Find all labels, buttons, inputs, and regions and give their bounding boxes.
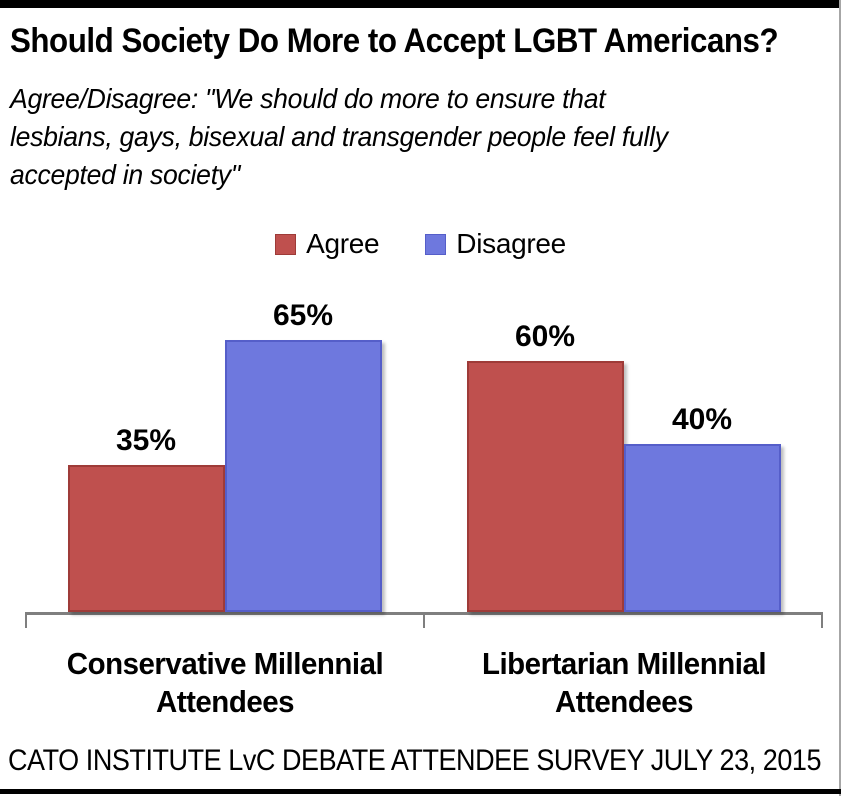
category-label-conservative-millennial-attendees: Conservative Millennial Attendees [25,645,424,721]
axis-tick [821,615,823,628]
chart-title: Should Society Do More to Accept LGBT Am… [10,22,779,60]
bottom-border [0,789,841,794]
chart-subtitle: Agree/Disagree: "We should do more to en… [10,80,668,194]
legend-label-agree: Agree [306,228,380,259]
bar-group-conservative-millennial-attendees: 35% 65% [25,196,424,612]
category-label-text: Libertarian Millennial Attendees [481,646,766,719]
axis-tick [423,615,425,628]
top-border [0,0,841,8]
legend-swatch-agree [275,233,297,255]
bar-agree-conservative-millennial-attendees: 35% [67,424,225,612]
bar-agree-libertarian-millennial-attendees: 60% [466,320,624,612]
bar-disagree-conservative-millennial-attendees: 65% [224,299,382,612]
chart-subtitle-line-2: lesbians, gays, bisexual and transgender… [10,121,668,152]
axis-tick [25,615,27,628]
bar-disagree-libertarian-millennial-attendees: 40% [623,403,781,612]
bar-value-label-agree-libertarian-millennial-attendees: 60% [514,319,576,353]
bar-value-label-disagree-libertarian-millennial-attendees: 40% [671,403,733,437]
right-border [839,0,841,796]
bar-value-label-disagree-conservative-millennial-attendees: 65% [272,298,334,332]
chart-subtitle-line-1: Agree/Disagree: "We should do more to en… [10,83,606,114]
plot-area: 35% 65% 60% 40% [25,196,823,628]
category-label-libertarian-millennial-attendees: Libertarian Millennial Attendees [424,645,823,721]
bar-value-label-agree-conservative-millennial-attendees: 35% [115,424,177,458]
bar-group-libertarian-millennial-attendees: 60% 40% [424,196,823,612]
source-note: CATO INSTITUTE LvC DEBATE ATTENDEE SURVE… [8,744,822,777]
legend-swatch-disagree [425,233,447,255]
legend-label-disagree: Disagree [456,228,566,259]
category-axis-labels: Conservative Millennial Attendees Liberta… [25,645,823,721]
legend: Agree Disagree [0,228,841,260]
legend-item-agree: Agree [275,228,380,260]
chart-subtitle-line-3: accepted in society" [10,159,240,190]
legend-item-disagree: Disagree [425,228,566,260]
category-label-text: Conservative Millennial Attendees [66,646,383,719]
